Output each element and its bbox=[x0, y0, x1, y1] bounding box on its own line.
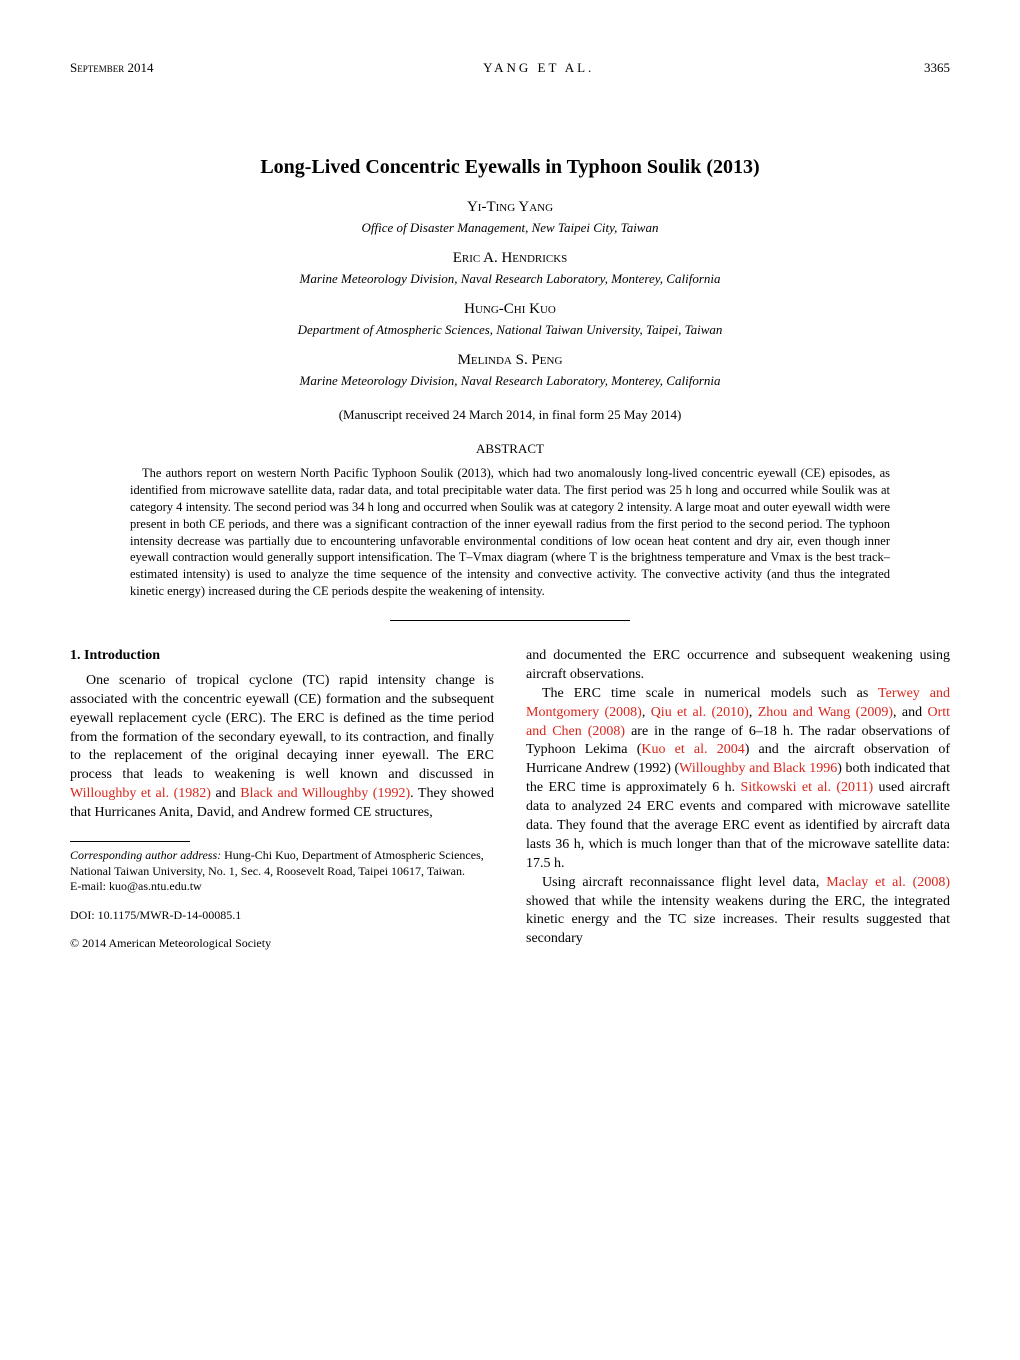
left-column: 1. Introduction One scenario of tropical… bbox=[70, 647, 494, 951]
author-name: Hung-Chi Kuo bbox=[70, 301, 950, 318]
author-block-1: Yi-Ting Yang Office of Disaster Manageme… bbox=[70, 199, 950, 236]
author-block-2: Eric A. Hendricks Marine Meteorology Div… bbox=[70, 250, 950, 287]
header-running-title: YANG ET AL. bbox=[483, 60, 594, 76]
citation-link[interactable]: Maclay et al. (2008) bbox=[826, 875, 950, 890]
citation-link[interactable]: Qiu et al. (2010) bbox=[651, 705, 749, 720]
author-block-3: Hung-Chi Kuo Department of Atmospheric S… bbox=[70, 301, 950, 338]
intro-paragraph-3: Using aircraft reconnaissance flight lev… bbox=[526, 874, 950, 950]
article-title: Long-Lived Concentric Eyewalls in Typhoo… bbox=[70, 156, 950, 179]
right-column: and documented the ERC occurrence and su… bbox=[526, 647, 950, 951]
header-date: September 2014 bbox=[70, 60, 153, 76]
header-page-number: 3365 bbox=[924, 60, 950, 76]
citation-link[interactable]: Willoughby et al. (1982) bbox=[70, 786, 211, 801]
author-affiliation: Office of Disaster Management, New Taipe… bbox=[70, 220, 950, 236]
author-affiliation: Department of Atmospheric Sciences, Nati… bbox=[70, 322, 950, 338]
footnote-rule bbox=[70, 841, 190, 842]
abstract-body: The authors report on western North Paci… bbox=[130, 465, 890, 600]
citation-link[interactable]: Willoughby and Black 1996 bbox=[679, 761, 837, 776]
author-name: Eric A. Hendricks bbox=[70, 250, 950, 267]
footnote-email: E-mail: kuo@as.ntu.edu.tw bbox=[70, 879, 202, 893]
doi: DOI: 10.1175/MWR-D-14-00085.1 bbox=[70, 907, 494, 923]
intro-paragraph-1-cont: and documented the ERC occurrence and su… bbox=[526, 647, 950, 685]
author-name: Melinda S. Peng bbox=[70, 352, 950, 369]
body-columns: 1. Introduction One scenario of tropical… bbox=[70, 647, 950, 951]
citation-link[interactable]: Sitkowski et al. (2011) bbox=[741, 780, 874, 795]
copyright: © 2014 American Meteorological Society bbox=[70, 935, 494, 951]
corresponding-author-footnote: Corresponding author address: Hung-Chi K… bbox=[70, 848, 494, 895]
author-affiliation: Marine Meteorology Division, Naval Resea… bbox=[70, 373, 950, 389]
abstract-rule bbox=[390, 620, 630, 621]
author-name: Yi-Ting Yang bbox=[70, 199, 950, 216]
running-header: September 2014 YANG ET AL. 3365 bbox=[70, 60, 950, 76]
intro-paragraph-2: The ERC time scale in numerical models s… bbox=[526, 685, 950, 874]
footnote-label: Corresponding author address: bbox=[70, 848, 221, 862]
citation-link[interactable]: Kuo et al. 2004 bbox=[641, 742, 744, 757]
citation-link[interactable]: Zhou and Wang (2009) bbox=[758, 705, 893, 720]
citation-link[interactable]: Black and Willoughby (1992) bbox=[240, 786, 410, 801]
manuscript-dates: (Manuscript received 24 March 2014, in f… bbox=[70, 407, 950, 423]
abstract-heading: ABSTRACT bbox=[70, 441, 950, 457]
author-block-4: Melinda S. Peng Marine Meteorology Divis… bbox=[70, 352, 950, 389]
intro-paragraph-1: One scenario of tropical cyclone (TC) ra… bbox=[70, 672, 494, 823]
author-affiliation: Marine Meteorology Division, Naval Resea… bbox=[70, 271, 950, 287]
section-heading-1: 1. Introduction bbox=[70, 647, 494, 666]
